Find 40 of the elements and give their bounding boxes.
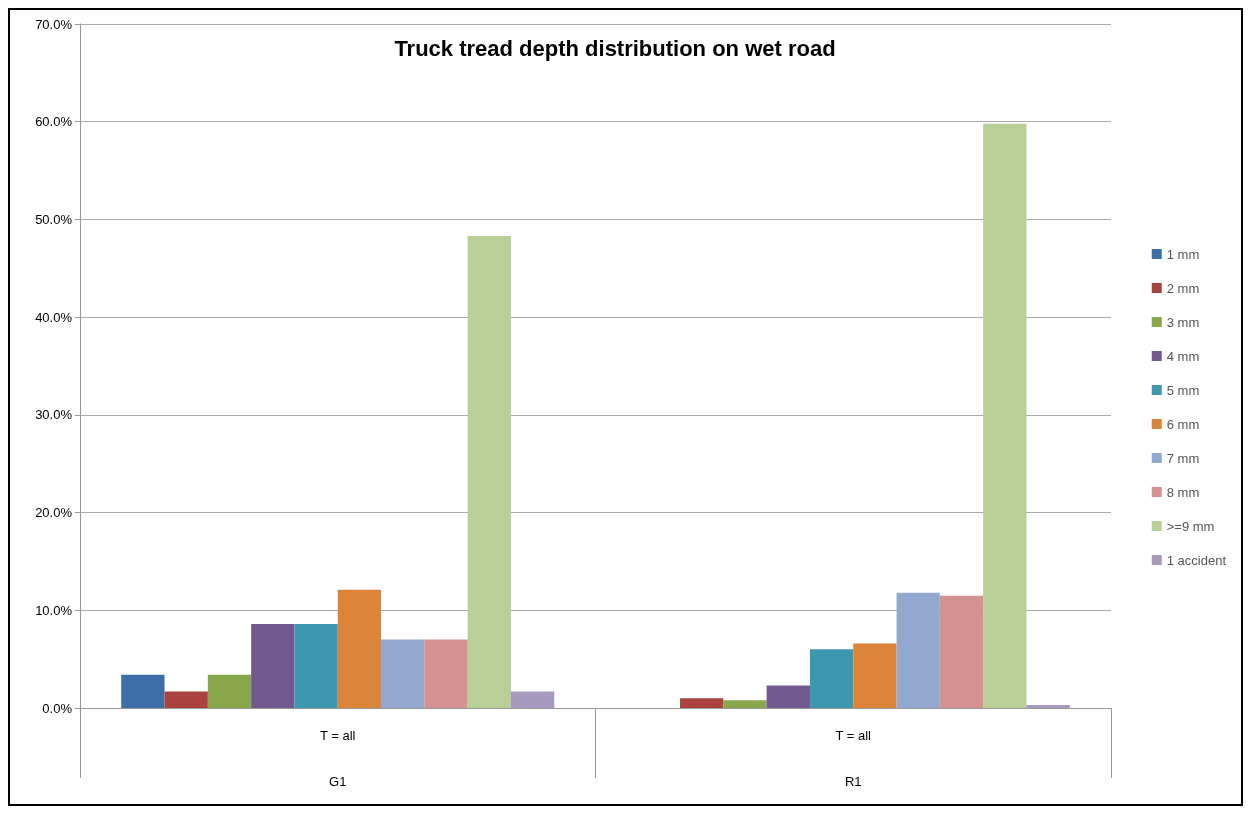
y-tick-label: 30.0% — [35, 407, 73, 423]
legend-label: 8 mm — [1166, 484, 1200, 500]
legend-label: 6 mm — [1166, 416, 1200, 432]
bar — [294, 623, 338, 708]
legend-label: 1 mm — [1166, 246, 1200, 262]
bar — [337, 589, 382, 708]
category-label: T = all R1 — [835, 727, 872, 789]
y-tick-label: 50.0% — [35, 211, 73, 227]
text: Truck tread depth distribution on wet road — [394, 35, 836, 61]
y-tick-label: 40.0% — [35, 309, 73, 325]
bar — [121, 674, 165, 708]
bar — [983, 123, 1027, 708]
bar — [164, 691, 208, 708]
y-tick-label: 0.0% — [42, 700, 73, 716]
bar — [766, 685, 810, 708]
bar — [680, 698, 724, 708]
bar — [853, 643, 897, 708]
bar — [1026, 705, 1070, 708]
y-tick-label: 20.0% — [35, 505, 73, 521]
legend-label: 5 mm — [1166, 382, 1200, 398]
legend-label: 1 accident — [1166, 552, 1227, 568]
legend-label: 7 mm — [1166, 450, 1200, 466]
category-label: T = all G1 — [319, 727, 356, 789]
bar — [510, 691, 555, 708]
legend-label: 4 mm — [1166, 348, 1200, 364]
bar — [939, 595, 984, 708]
y-tick-label: 10.0% — [35, 602, 73, 618]
bar — [424, 639, 468, 708]
bar — [896, 592, 940, 708]
y-tick-label: 70.0% — [35, 16, 73, 32]
bar — [381, 639, 425, 708]
bar — [207, 674, 252, 708]
bar — [809, 649, 854, 708]
legend-label: >=9 mm — [1166, 518, 1215, 534]
bar — [467, 236, 511, 708]
legend-label: 2 mm — [1166, 280, 1200, 296]
legend-label: 3 mm — [1166, 314, 1200, 330]
y-tick-label: 60.0% — [35, 114, 73, 130]
bar — [723, 700, 767, 708]
bar — [251, 623, 295, 708]
